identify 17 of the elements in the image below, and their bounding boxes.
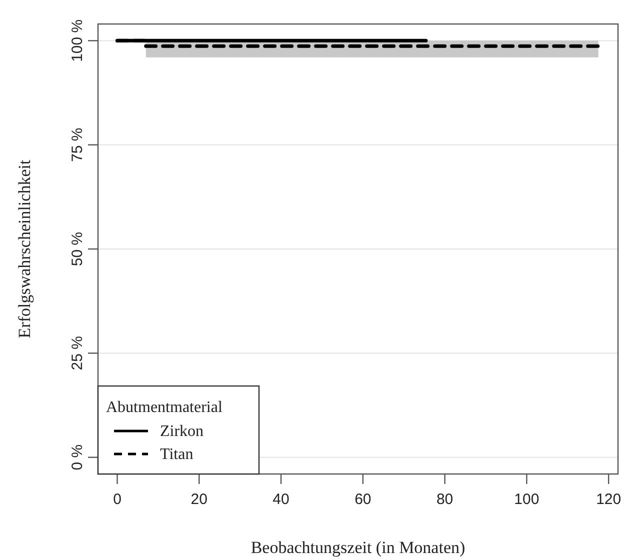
x-tick-label: 100 xyxy=(514,491,540,508)
legend-label: Titan xyxy=(160,446,194,463)
y-tick-label: 25 % xyxy=(69,336,86,370)
y-tick-label: 0 % xyxy=(69,444,86,470)
x-tick-label: 120 xyxy=(596,491,622,508)
x-axis-title: Beobachtungszeit (in Monaten) xyxy=(250,538,466,557)
x-tick-label: 80 xyxy=(436,491,454,508)
legend-title: Abutmentmaterial xyxy=(106,399,223,416)
y-tick-label: 75 % xyxy=(69,128,86,162)
x-tick-label: 40 xyxy=(272,491,290,508)
x-tick-label: 20 xyxy=(190,491,208,508)
x-tick-label: 60 xyxy=(354,491,372,508)
y-axis-title: Erfolgswahrscheinlichkeit xyxy=(15,160,34,338)
y-tick-label: 50 % xyxy=(69,232,86,266)
legend-label: Zirkon xyxy=(160,423,204,440)
x-tick-label: 0 xyxy=(113,491,122,508)
y-tick-label: 100 % xyxy=(69,19,86,62)
